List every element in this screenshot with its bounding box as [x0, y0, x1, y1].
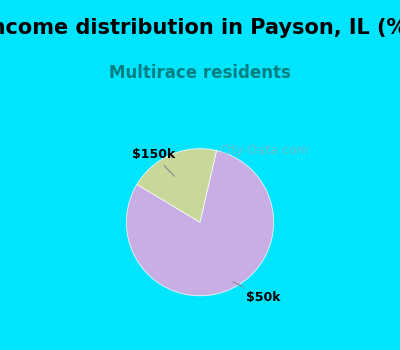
Text: Multirace residents: Multirace residents: [109, 64, 291, 82]
Text: City-Data.com: City-Data.com: [219, 144, 309, 157]
Text: $150k: $150k: [132, 148, 175, 176]
Text: Income distribution in Payson, IL (%): Income distribution in Payson, IL (%): [0, 18, 400, 38]
Wedge shape: [126, 150, 274, 296]
Text: $50k: $50k: [233, 282, 280, 304]
Wedge shape: [137, 149, 216, 222]
